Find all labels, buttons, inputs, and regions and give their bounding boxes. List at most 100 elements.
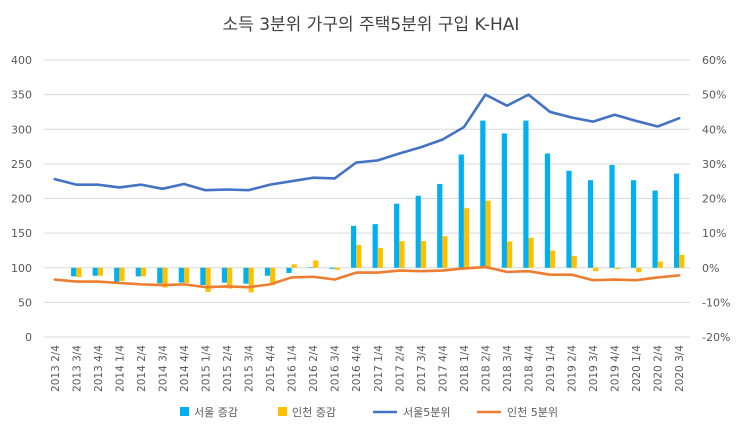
bar-seoul xyxy=(286,267,292,273)
y-right-tick-label: 60% xyxy=(702,54,726,67)
y-right-tick-label: 0% xyxy=(702,262,719,275)
x-tick-label: 2014 2/4 xyxy=(136,345,148,392)
bar-incheon xyxy=(571,255,577,268)
x-tick-label: 2019 3/4 xyxy=(588,345,600,392)
bar-seoul xyxy=(674,173,680,268)
bar-seoul xyxy=(329,267,335,269)
bar-incheon xyxy=(657,261,663,268)
bar-incheon xyxy=(119,267,125,281)
x-tick-label: 2020 3/4 xyxy=(674,345,686,392)
x-tick-label: 2015 4/4 xyxy=(265,345,277,392)
bar-seoul xyxy=(523,120,529,268)
bar-incheon xyxy=(399,241,405,268)
x-tick-label: 2020 2/4 xyxy=(653,345,665,392)
bar-incheon xyxy=(334,267,340,270)
bar-seoul xyxy=(480,120,486,268)
x-tick-label: 2018 1/4 xyxy=(459,345,471,392)
x-tick-label: 2014 3/4 xyxy=(157,345,169,392)
x-tick-label: 2018 4/4 xyxy=(524,345,536,392)
y-right-tick-label: -10% xyxy=(702,296,730,309)
x-axis: 2013 2/4 2013 3/4 2013 4/4 2014 1/4 2014 2/4… xyxy=(50,345,686,392)
x-tick-label: 2013 2/4 xyxy=(50,345,62,392)
bar-seoul xyxy=(157,267,163,284)
y-left-tick-label: 100 xyxy=(11,262,32,275)
bar-incheon xyxy=(506,241,513,268)
bars xyxy=(71,120,685,293)
chart-title: 소득 3분위 가구의 주택5분위 구입 K-HAI xyxy=(223,15,520,35)
bar-incheon xyxy=(76,267,82,278)
line-incheon-5th xyxy=(53,265,681,289)
y-left-tick-label: 200 xyxy=(11,193,32,206)
y-left-tick-label: 150 xyxy=(11,227,32,240)
gridlines xyxy=(44,59,690,338)
y-right-tick-label: 40% xyxy=(702,123,726,136)
x-tick-label: 2017 2/4 xyxy=(394,345,406,392)
bar-incheon xyxy=(140,267,147,277)
bar-seoul xyxy=(221,267,228,283)
x-tick-label: 2019 1/4 xyxy=(545,345,557,392)
y-left-tick-label: 400 xyxy=(11,54,32,67)
bar-seoul xyxy=(566,170,572,268)
legend-label: 인천 5분위 xyxy=(507,405,558,419)
y-right-tick-label: 30% xyxy=(702,158,726,171)
x-tick-label: 2020 1/4 xyxy=(631,345,643,392)
legend: 서울 증감 인천 증감 서울5분위 인천 5분위 xyxy=(180,405,558,419)
y-axis-right: -20% -10% 0% 10% 20% 30% 40% 50% 60% xyxy=(702,54,730,344)
bar-seoul xyxy=(264,267,271,276)
bar-incheon xyxy=(679,254,685,268)
bar-incheon xyxy=(420,241,427,268)
line-seoul-5th xyxy=(53,93,681,192)
bar-seoul xyxy=(92,267,98,276)
bar-seoul xyxy=(135,267,141,277)
bar-incheon xyxy=(270,267,276,286)
bar-seoul xyxy=(415,195,421,268)
bar-seoul xyxy=(114,267,120,282)
bar-incheon xyxy=(313,260,319,268)
bar-seoul xyxy=(351,225,357,268)
bar-incheon xyxy=(636,267,642,273)
bar-incheon xyxy=(485,200,491,268)
y-right-tick-label: 20% xyxy=(702,193,726,206)
x-tick-label: 2015 2/4 xyxy=(222,345,234,392)
bar-seoul xyxy=(243,267,249,284)
x-tick-label: 2018 3/4 xyxy=(502,345,514,392)
x-tick-label: 2019 2/4 xyxy=(567,345,579,392)
bar-seoul xyxy=(178,267,184,283)
y-right-tick-label: -20% xyxy=(702,331,730,344)
bar-incheon xyxy=(356,244,362,268)
bar-seoul xyxy=(630,180,637,268)
lines xyxy=(53,93,681,289)
x-tick-label: 2014 1/4 xyxy=(114,345,126,392)
bar-incheon xyxy=(205,267,211,292)
bar-incheon xyxy=(291,264,297,268)
x-tick-label: 2019 4/4 xyxy=(610,345,622,392)
x-tick-label: 2016 2/4 xyxy=(308,345,320,392)
x-tick-label: 2017 1/4 xyxy=(373,345,385,392)
legend-label: 서울5분위 xyxy=(403,406,450,419)
legend-swatch xyxy=(278,407,287,416)
y-left-tick-label: 250 xyxy=(11,158,32,171)
bar-incheon xyxy=(97,267,104,276)
bar-incheon xyxy=(528,237,534,268)
legend-label: 서울 증감 xyxy=(194,406,238,419)
bar-incheon xyxy=(227,267,233,289)
bar-seoul xyxy=(394,203,400,268)
x-tick-label: 2014 4/4 xyxy=(179,345,191,392)
bar-seoul xyxy=(372,224,378,268)
y-right-tick-label: 10% xyxy=(702,227,726,240)
bar-seoul xyxy=(501,133,507,268)
y-axis-left: 0 50 100 150 200 250 300 350 400 xyxy=(11,54,32,344)
y-left-tick-label: 300 xyxy=(11,123,32,136)
x-tick-label: 2015 3/4 xyxy=(244,345,256,392)
bar-incheon xyxy=(248,267,254,293)
bar-seoul xyxy=(71,267,77,277)
legend-swatch xyxy=(180,407,189,416)
bar-seoul xyxy=(200,267,206,286)
bar-seoul xyxy=(587,180,594,268)
x-tick-label: 2015 1/4 xyxy=(201,345,213,392)
x-tick-label: 2018 2/4 xyxy=(480,345,492,392)
y-left-tick-label: 350 xyxy=(11,89,32,102)
bar-incheon xyxy=(463,208,470,268)
